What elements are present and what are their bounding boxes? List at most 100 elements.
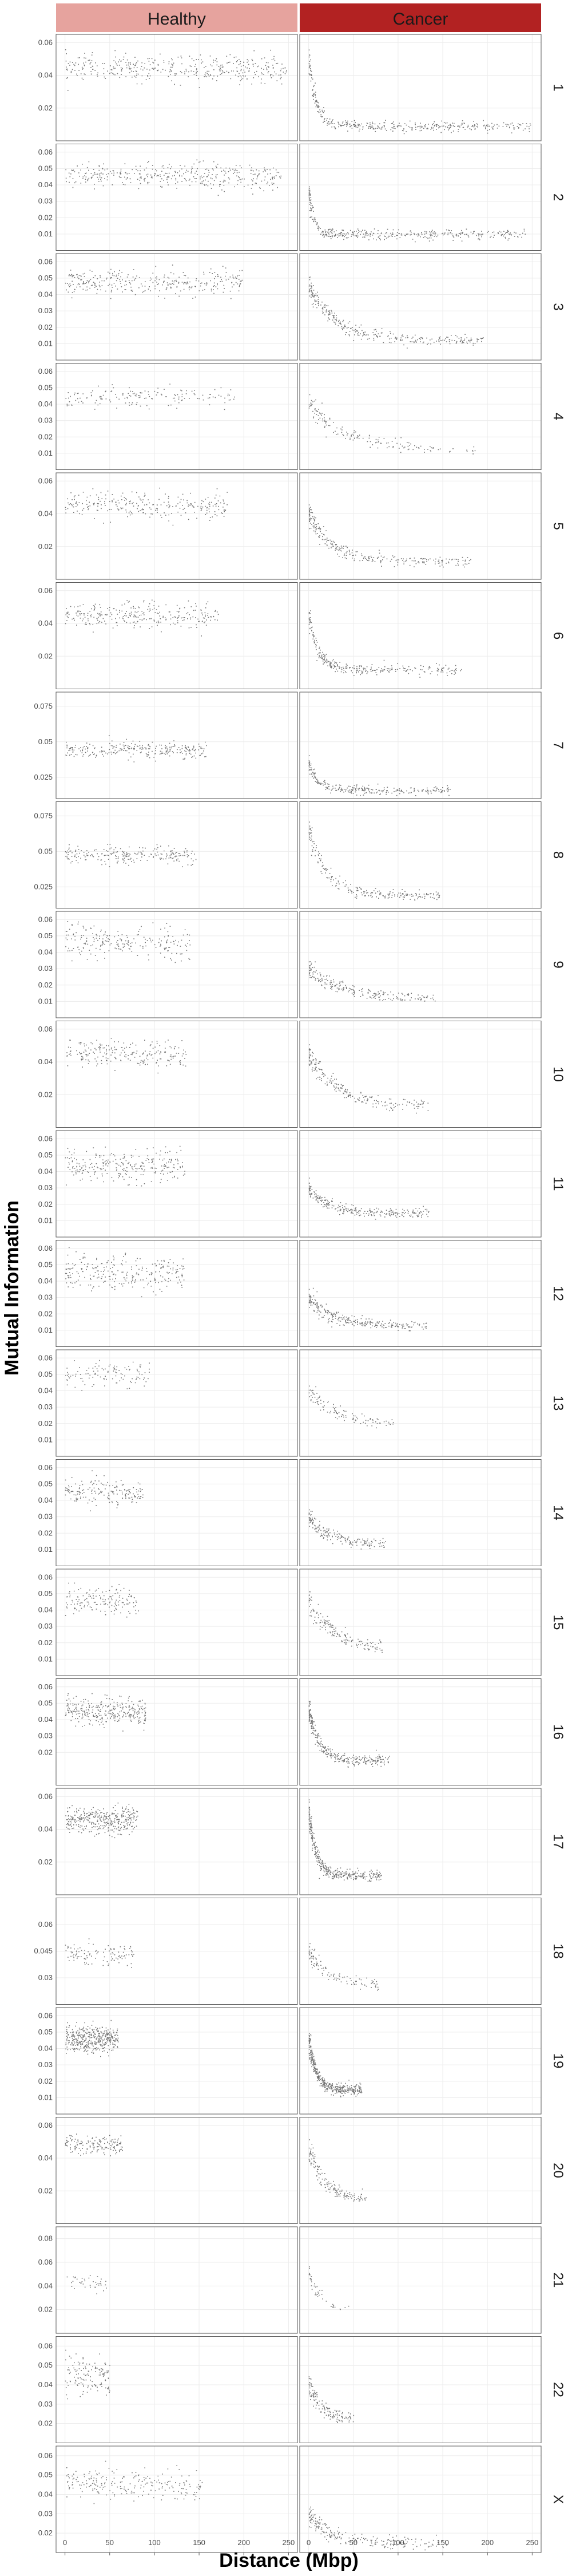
row-label-12: 12 bbox=[550, 1286, 566, 1301]
y-tick-label: 0.02 bbox=[38, 1200, 53, 1208]
y-tick-label: 0.04 bbox=[38, 1825, 53, 1834]
y-tick-label: 0.05 bbox=[38, 931, 53, 940]
panel-healthy-7 bbox=[56, 692, 297, 799]
y-tick-label: 0.05 bbox=[38, 737, 53, 746]
points-healthy-19 bbox=[65, 2020, 119, 2057]
y-tick-label: 0.05 bbox=[38, 1370, 53, 1378]
row-label-19: 19 bbox=[550, 2053, 566, 2069]
y-tick-label: 0.06 bbox=[38, 1025, 53, 1033]
y-tick-label: 0.01 bbox=[38, 339, 53, 347]
panel-healthy-8 bbox=[56, 801, 297, 908]
y-tick-label: 0.02 bbox=[38, 1528, 53, 1537]
panel-cancer-10 bbox=[300, 1021, 541, 1128]
panel-border bbox=[299, 2445, 542, 2553]
y-tick-label: 0.04 bbox=[38, 2154, 53, 2162]
y-tick-label: 0.03 bbox=[38, 1973, 53, 1982]
y-tick-label: 0.05 bbox=[38, 1698, 53, 1707]
y-tick-label: 0.04 bbox=[38, 948, 53, 957]
panel-border bbox=[55, 1240, 298, 1347]
panel-cancer-9 bbox=[300, 911, 541, 1018]
y-tick-label: 0.06 bbox=[38, 1463, 53, 1472]
y-tick-label: 0.02 bbox=[38, 542, 53, 551]
row-label-13: 13 bbox=[550, 1396, 566, 1411]
panel-healthy-6 bbox=[56, 582, 297, 689]
x-tick-label: 50 bbox=[106, 2538, 114, 2547]
panel-border bbox=[299, 1349, 542, 1457]
panel-cancer-8 bbox=[300, 801, 541, 908]
y-axis-title: Mutual Information bbox=[1, 1200, 23, 1376]
row-label-21: 21 bbox=[550, 2273, 566, 2288]
x-tick-label: 150 bbox=[193, 2538, 205, 2547]
row-label-2: 2 bbox=[550, 193, 566, 201]
y-tick-label: 0.02 bbox=[38, 2305, 53, 2314]
panel-border bbox=[55, 911, 298, 1018]
panel-healthy-21 bbox=[56, 2227, 297, 2333]
panel-healthy-17 bbox=[56, 1788, 297, 1895]
y-tick-label: 0.06 bbox=[38, 1244, 53, 1253]
y-tick-label: 0.05 bbox=[38, 2028, 53, 2036]
x-tick-label: 200 bbox=[481, 2538, 494, 2547]
y-tick-label: 0.02 bbox=[38, 104, 53, 112]
panel-border bbox=[299, 692, 542, 799]
x-tick-label: 250 bbox=[283, 2538, 295, 2547]
points-healthy-3 bbox=[65, 264, 243, 299]
y-tick-label: 0.04 bbox=[38, 290, 53, 299]
y-tick-label: 0.03 bbox=[38, 964, 53, 973]
points-healthy-4 bbox=[65, 384, 235, 410]
panel-cancer-15 bbox=[300, 1569, 541, 1676]
panel-cancer-X bbox=[300, 2446, 541, 2553]
panel-cancer-12 bbox=[300, 1240, 541, 1347]
y-tick-label: 0.04 bbox=[38, 1057, 53, 1066]
panel-border bbox=[55, 801, 298, 908]
row-label-17: 17 bbox=[550, 1834, 566, 1850]
panel-cancer-3 bbox=[300, 254, 541, 360]
panel-cancer-4 bbox=[300, 363, 541, 470]
row-label-9: 9 bbox=[550, 961, 566, 968]
x-tick-label: 100 bbox=[148, 2538, 161, 2547]
y-tick-label: 0.02 bbox=[38, 2528, 53, 2537]
y-tick-label: 0.02 bbox=[38, 432, 53, 441]
y-tick-label: 0.05 bbox=[38, 847, 53, 855]
points-healthy-21 bbox=[66, 2275, 107, 2294]
y-tick-label: 0.05 bbox=[38, 383, 53, 392]
y-tick-label: 0.045 bbox=[34, 1947, 53, 1955]
panel-cancer-6 bbox=[300, 582, 541, 689]
y-tick-label: 0.04 bbox=[38, 400, 53, 408]
y-tick-label: 0.04 bbox=[38, 1496, 53, 1504]
y-tick-label: 0.02 bbox=[38, 2077, 53, 2085]
panel-border bbox=[299, 1021, 542, 1128]
panel-border bbox=[55, 2226, 298, 2334]
panel-border bbox=[299, 801, 542, 908]
panel-healthy-5 bbox=[56, 473, 297, 579]
x-tick-label: 50 bbox=[349, 2538, 357, 2547]
y-tick-label: 0.04 bbox=[38, 1715, 53, 1724]
panel-border bbox=[55, 2117, 298, 2224]
y-tick-label: 0.03 bbox=[38, 416, 53, 425]
panel-border bbox=[299, 2336, 542, 2443]
row-label-10: 10 bbox=[550, 1066, 566, 1082]
y-tick-label: 0.06 bbox=[38, 915, 53, 923]
panel-border bbox=[299, 1568, 542, 1676]
points-cancer-11 bbox=[308, 1178, 430, 1220]
panel-cancer-5 bbox=[300, 473, 541, 579]
y-tick-label: 0.05 bbox=[38, 274, 53, 282]
y-tick-label: 0.03 bbox=[38, 2509, 53, 2518]
points-healthy-X bbox=[66, 2460, 203, 2504]
y-tick-label: 0.03 bbox=[38, 1293, 53, 1302]
y-tick-label: 0.06 bbox=[38, 367, 53, 376]
y-tick-label: 0.06 bbox=[38, 1573, 53, 1581]
panel-healthy-15 bbox=[56, 1569, 297, 1676]
row-label-4: 4 bbox=[550, 413, 566, 420]
row-label-6: 6 bbox=[550, 632, 566, 639]
y-tick-label: 0.06 bbox=[38, 148, 53, 156]
y-tick-label: 0.02 bbox=[38, 981, 53, 989]
points-healthy-20 bbox=[65, 2134, 123, 2156]
y-tick-label: 0.04 bbox=[38, 2281, 53, 2290]
points-healthy-9 bbox=[65, 921, 191, 963]
panel-border bbox=[299, 253, 542, 361]
panel-healthy-22 bbox=[56, 2336, 297, 2443]
panel-border bbox=[55, 363, 298, 470]
y-tick-label: 0.02 bbox=[38, 1638, 53, 1647]
panel-border bbox=[55, 1898, 298, 2005]
